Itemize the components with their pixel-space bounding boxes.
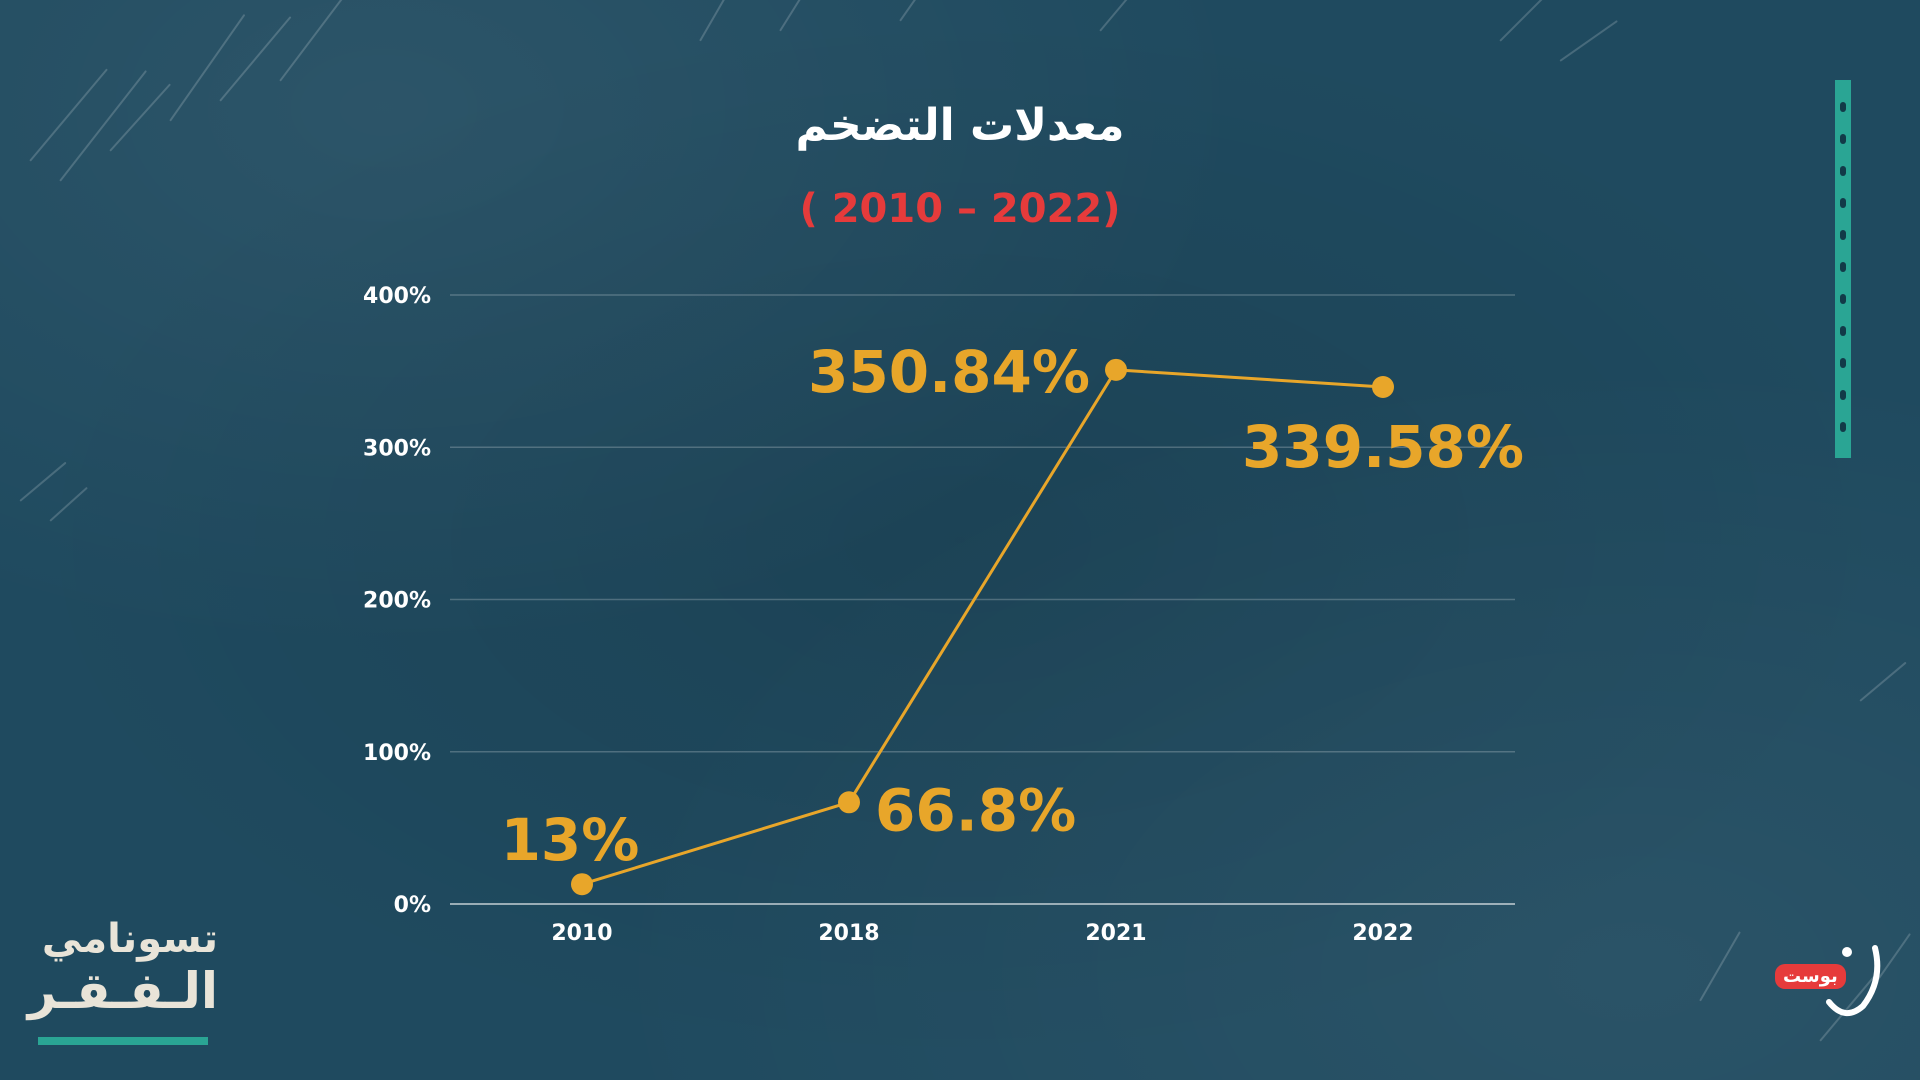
data-label: 13% <box>501 806 640 874</box>
y-tick-label: 0% <box>394 893 431 918</box>
show-logo: تسونامي الـفـقـر <box>27 915 218 1045</box>
film-strip-hole <box>1840 166 1846 176</box>
data-label: 339.58% <box>1242 413 1524 481</box>
x-tick-label: 2010 <box>551 921 612 946</box>
film-strip-hole <box>1840 294 1846 304</box>
y-tick-label: 100% <box>363 741 431 766</box>
y-tick-label: 200% <box>363 589 431 614</box>
film-strip-hole <box>1840 390 1846 400</box>
film-strip-hole <box>1840 198 1846 208</box>
x-tick-label: 2021 <box>1085 921 1146 946</box>
film-strip-hole <box>1840 358 1846 368</box>
decorative-film-strip <box>1835 80 1851 458</box>
film-strip-hole <box>1840 230 1846 240</box>
film-strip-hole <box>1840 102 1846 112</box>
x-tick-label: 2022 <box>1352 921 1413 946</box>
data-label: 66.8% <box>875 776 1076 844</box>
chart-subtitle: ( 2010 – 2022) <box>799 186 1121 232</box>
brand-logo-badge: بوست <box>1775 964 1846 989</box>
data-point <box>1372 375 1394 398</box>
film-strip-hole <box>1840 422 1846 432</box>
film-strip-hole <box>1840 262 1846 272</box>
show-logo-bar <box>38 1037 208 1045</box>
show-logo-line1: تسونامي <box>41 916 218 962</box>
data-point <box>1105 358 1127 381</box>
data-point <box>571 873 593 896</box>
y-tick-label: 400% <box>363 284 431 309</box>
series-line <box>581 368 1384 886</box>
brand-logo: بوست <box>1775 930 1885 1020</box>
brand-logo-mark-icon <box>1826 945 1881 1016</box>
x-tick-label: 2018 <box>818 921 879 946</box>
data-point <box>838 791 860 814</box>
data-label: 350.84% <box>808 338 1090 406</box>
chart-title: معدلات التضخم <box>795 100 1125 151</box>
y-tick-label: 300% <box>363 436 431 461</box>
film-strip-hole <box>1840 134 1846 144</box>
film-strip-hole <box>1840 326 1846 336</box>
show-logo-line2: الـفـقـر <box>27 962 218 1020</box>
